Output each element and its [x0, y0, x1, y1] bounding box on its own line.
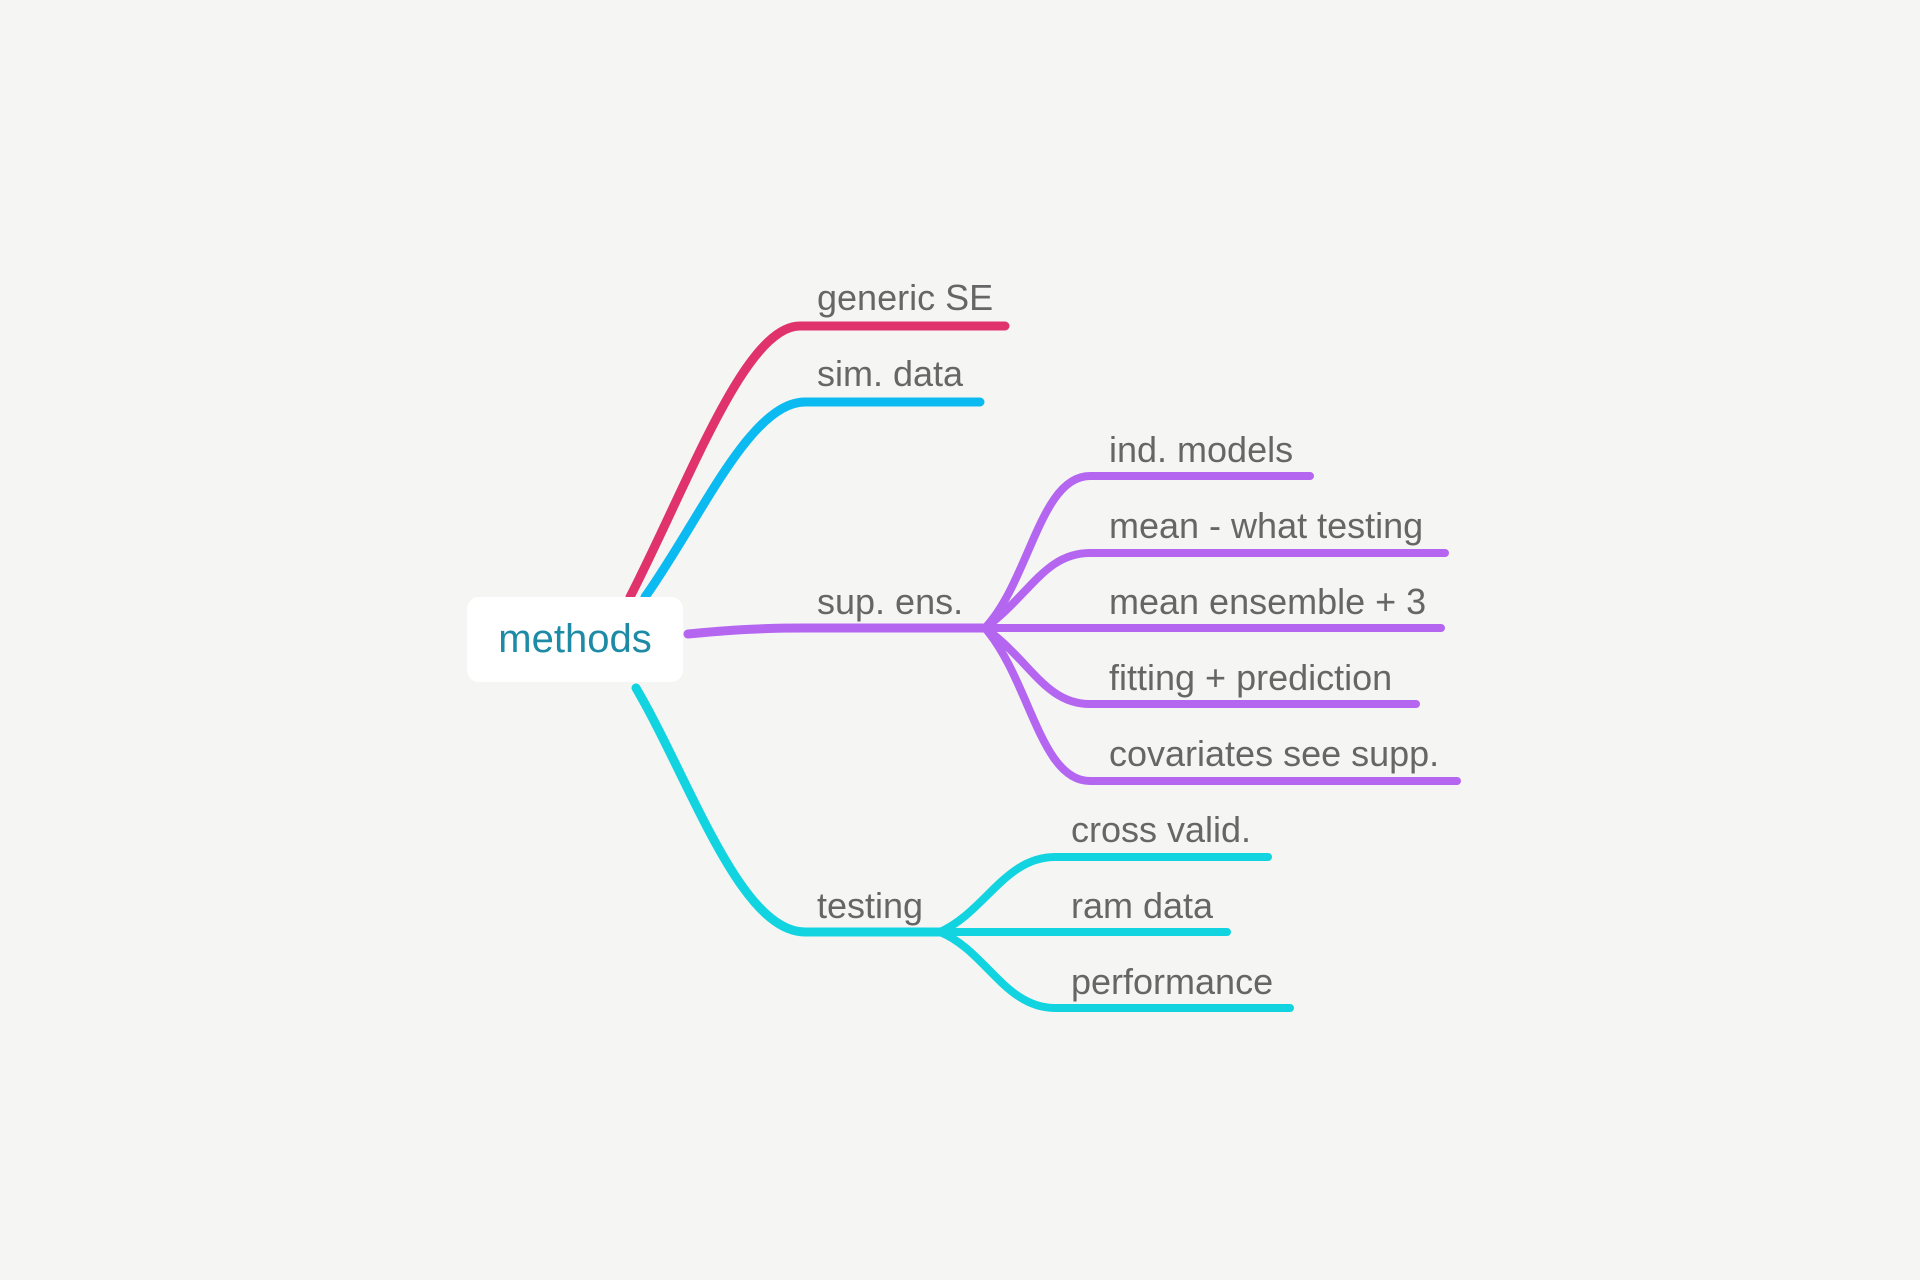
connector-covariates [981, 624, 1461, 785]
branch-testing[interactable]: testing [817, 885, 924, 926]
node-ind-models[interactable]: ind. models [1109, 429, 1294, 470]
connector-sup-ens [683, 623, 990, 639]
node-fitting-prediction[interactable]: fitting + prediction [1109, 657, 1393, 698]
connector-generic-se [625, 321, 1010, 602]
node-performance[interactable]: performance [1071, 961, 1274, 1002]
node-ram-data[interactable]: ram data [1071, 885, 1214, 926]
connector-mean-what-testing [981, 549, 1449, 632]
connector-ind-models [981, 472, 1314, 632]
node-mean-ensemble[interactable]: mean ensemble + 3 [1109, 581, 1427, 622]
node-mean-what-testing[interactable]: mean - what testing [1109, 505, 1424, 546]
connector-sim-data [640, 397, 985, 602]
connector-cross-valid [936, 853, 1272, 936]
root-node-methods[interactable]: methods [467, 597, 683, 682]
connector-performance [936, 928, 1294, 1012]
root-node-label: methods [498, 617, 652, 661]
node-covariates[interactable]: covariates see supp. [1109, 733, 1440, 774]
branch-sup-ens[interactable]: sup. ens. [817, 581, 964, 622]
branch-sim-data[interactable]: sim. data [817, 353, 964, 394]
branch-generic-se[interactable]: generic SE [817, 277, 994, 318]
connector-testing [631, 683, 945, 937]
node-cross-valid[interactable]: cross valid. [1071, 809, 1252, 850]
connector-fitting-prediction [981, 624, 1420, 708]
